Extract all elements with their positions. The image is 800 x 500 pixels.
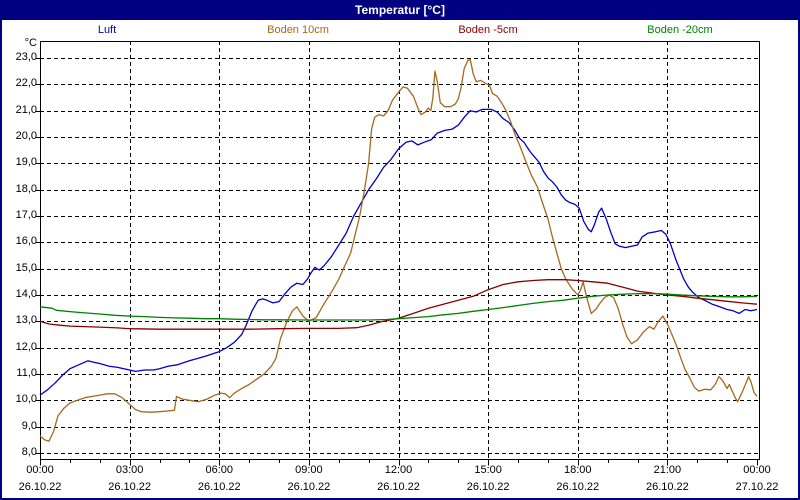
legend-boden-5cm: Boden -5cm — [458, 24, 518, 36]
x-tick-date-label: 26.10.22 — [556, 481, 600, 493]
x-tick-time-label: 00:00 — [26, 464, 54, 476]
x-tick-date-label: 26.10.22 — [108, 481, 152, 493]
y-tick-label: 11,0 — [16, 367, 37, 379]
y-tick-label: 15,0 — [15, 261, 37, 274]
chart-legend: Luft Boden 10cm Boden -5cm Boden -20cm — [0, 24, 800, 39]
x-tick-time-label: 15:00 — [474, 464, 502, 476]
x-tick-date-label: 27.10.22 — [735, 481, 779, 493]
y-tick-label: 10,0 — [15, 393, 37, 406]
x-tick-date-label: 26.10.22 — [18, 481, 62, 493]
x-tick-time-label: 00:00 — [743, 464, 771, 476]
x-tick-date-label: 26.10.22 — [466, 481, 510, 493]
x-tick-date-label: 26.10.22 — [197, 481, 241, 493]
y-tick-label: 17,0 — [15, 209, 37, 221]
x-tick-time-label: 09:00 — [295, 464, 323, 476]
y-tick-label: 20,0 — [15, 130, 37, 142]
y-tick-label: 12,0 — [15, 340, 37, 353]
legend-boden-10cm: Boden 10cm — [267, 24, 329, 36]
y-tick-label: 9,0 — [21, 419, 37, 432]
x-tick-time-label: 03:00 — [115, 464, 144, 476]
series-line-boden-10cm — [39, 58, 758, 442]
series-line-boden--20cm — [39, 293, 758, 321]
x-tick-date-label: 26.10.22 — [377, 481, 420, 493]
y-tick-label: 13,0 — [15, 314, 37, 327]
y-tick-label: 21,0 — [15, 103, 37, 116]
x-tick-date-label: 26.10.22 — [287, 481, 331, 493]
y-tick-label: 14,0 — [15, 288, 37, 300]
series-line-luft — [39, 108, 758, 396]
plot-frame — [40, 41, 760, 460]
y-tick-label: 19,0 — [15, 156, 37, 169]
x-tick-date-label: 26.10.22 — [645, 481, 689, 493]
x-tick-time-label: 06:00 — [205, 464, 234, 476]
y-tick-label: 23,0 — [15, 51, 37, 63]
legend-luft: Luft — [97, 24, 117, 36]
x-tick-time-label: 18:00 — [563, 464, 592, 476]
y-axis-unit-label: °C — [24, 37, 37, 49]
x-tick-time-label: 12:00 — [384, 464, 413, 476]
x-tick-time-label: 21:00 — [653, 464, 682, 476]
y-tick-label: 8,0 — [21, 446, 37, 458]
y-tick-label: 16,0 — [15, 235, 37, 248]
legend-boden-20cm: Boden -20cm — [647, 24, 713, 36]
y-tick-label: 22,0 — [15, 77, 37, 90]
y-tick-label: 18,0 — [15, 182, 37, 195]
window-title: Temperatur [°C] — [0, 0, 800, 20]
